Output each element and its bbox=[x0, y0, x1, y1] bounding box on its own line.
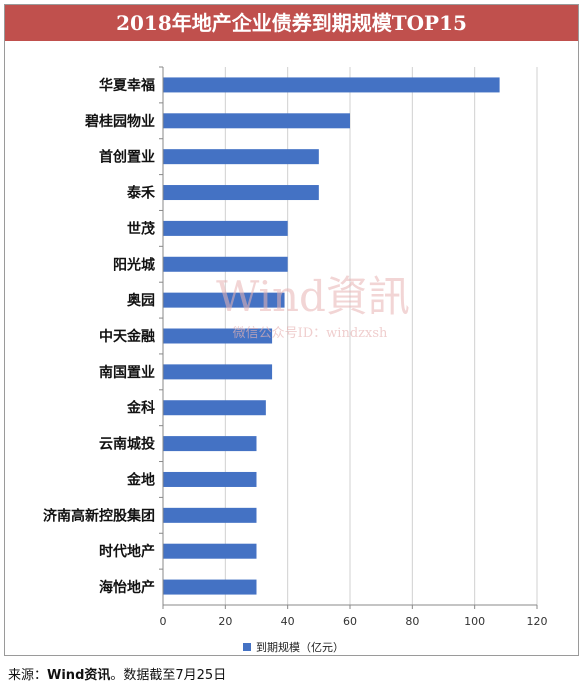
watermark-main: Wind資訊 bbox=[216, 272, 410, 321]
bar bbox=[163, 400, 266, 416]
watermark-sub: 微信公众号ID：windzxsh bbox=[233, 326, 388, 341]
category-label: 华夏幸福 bbox=[99, 77, 155, 94]
category-labels: 华夏幸福碧桂园物业首创置业泰禾世茂阳光城奥园中天金融南国置业金科云南城投金地济南… bbox=[43, 77, 155, 596]
x-axis-ticks: 0 20 40 60 80 100 120 bbox=[159, 66, 548, 628]
bar bbox=[163, 77, 500, 93]
category-label: 时代地产 bbox=[99, 543, 155, 560]
x-tick-label: 60 bbox=[343, 615, 357, 628]
bar bbox=[163, 328, 273, 344]
axes bbox=[162, 67, 537, 606]
category-label: 世茂 bbox=[127, 220, 155, 237]
bar bbox=[163, 471, 257, 487]
legend-label: 到期规模（亿元） bbox=[256, 640, 344, 654]
x-tick-label: 100 bbox=[464, 615, 485, 628]
bar bbox=[163, 256, 288, 272]
bar bbox=[163, 507, 257, 523]
category-label: 云南城投 bbox=[99, 436, 155, 453]
bar bbox=[163, 113, 350, 129]
category-label: 金地 bbox=[126, 471, 155, 488]
bar bbox=[163, 220, 288, 236]
bar-chart: 华夏幸福碧桂园物业首创置业泰禾世茂阳光城奥园中天金融南国置业金科云南城投金地济南… bbox=[43, 66, 548, 654]
category-label: 碧桂园物业 bbox=[84, 113, 155, 130]
bar bbox=[163, 579, 257, 595]
x-tick-label: 120 bbox=[527, 615, 548, 628]
bar bbox=[163, 543, 257, 559]
legend-swatch bbox=[243, 643, 251, 651]
category-label: 济南高新控股集团 bbox=[43, 507, 155, 524]
category-label: 中天金融 bbox=[99, 328, 155, 345]
x-tick-label: 20 bbox=[218, 615, 232, 628]
category-label: 海怡地产 bbox=[99, 579, 155, 596]
bar bbox=[163, 436, 257, 452]
bar bbox=[163, 292, 285, 308]
category-label: 金科 bbox=[126, 400, 155, 417]
category-label: 南国置业 bbox=[99, 364, 155, 381]
chart-title: 2018年地产企业债券到期规模TOP15 bbox=[5, 5, 578, 41]
chart-frame: 2018年地产企业债券到期规模TOP15 华夏幸福碧桂园物业首创置业泰禾世茂阳光… bbox=[4, 4, 579, 656]
category-label: 奥园 bbox=[127, 292, 155, 309]
category-label: 阳光城 bbox=[113, 256, 155, 273]
x-tick-label: 80 bbox=[405, 615, 419, 628]
bar bbox=[163, 149, 319, 165]
source-note: 来源：Wind资讯。数据截至7月25日 bbox=[8, 664, 226, 683]
category-label: 首创置业 bbox=[99, 149, 155, 166]
bars bbox=[163, 77, 500, 595]
bar bbox=[163, 185, 319, 201]
legend: 到期规模（亿元） bbox=[243, 640, 344, 654]
source-date-note: 。数据截至7月25日 bbox=[110, 668, 227, 683]
category-label: 泰禾 bbox=[126, 185, 155, 202]
x-tick-label: 40 bbox=[281, 615, 295, 628]
x-tick-label: 0 bbox=[160, 615, 167, 628]
source-name: Wind资讯 bbox=[47, 668, 111, 683]
source-label: 来源： bbox=[8, 668, 48, 683]
bar bbox=[163, 364, 273, 380]
